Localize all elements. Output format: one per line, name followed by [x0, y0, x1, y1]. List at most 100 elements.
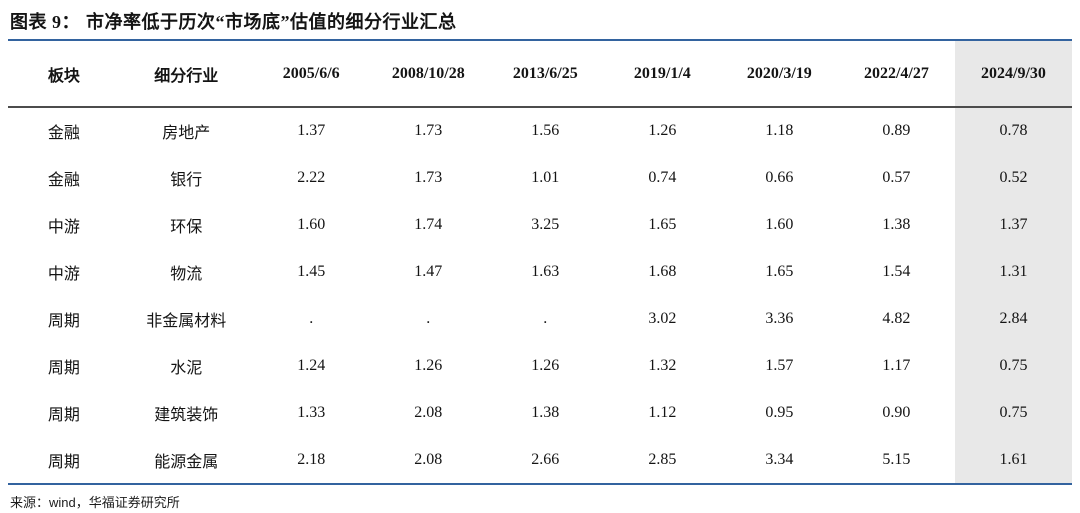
- figure-number-label: 图表 9：: [10, 12, 80, 32]
- pb-value-cell: .: [426, 309, 431, 327]
- pb-value-cell: 1.61: [954, 436, 1072, 483]
- table-header-row: 板块 细分行业 2005/6/6 2008/10/28 2013/6/25 2019/1/…: [8, 41, 1072, 108]
- column-header-2024-9-30: 2024/9/30: [954, 41, 1072, 108]
- pb-value-cell: 1.47: [414, 262, 443, 280]
- industry-cell: 非金属材料: [146, 312, 227, 330]
- pb-value-cell: 1.45: [297, 262, 326, 280]
- column-header-2020-3-19: 2020/3/19: [720, 41, 838, 108]
- pb-value-cell: 1.65: [765, 262, 794, 280]
- pb-value-cell: 1.60: [765, 215, 794, 233]
- industry-cell: 能源金属: [154, 453, 219, 471]
- pb-value-cell: 1.26: [648, 122, 677, 139]
- pb-value-cell: 2.84: [954, 295, 1072, 342]
- pb-value-cell: 0.90: [882, 403, 911, 421]
- source-note: 来源：wind，华福证券研究所: [10, 492, 1070, 511]
- pb-value-cell: 0.78: [954, 107, 1072, 154]
- pb-value-cell: 1.26: [531, 356, 560, 374]
- source-label: 来源：: [10, 495, 50, 510]
- sector-cell: 周期: [47, 312, 80, 330]
- sector-cell: 周期: [47, 453, 80, 471]
- pb-value-cell: 0.89: [882, 122, 911, 139]
- table-body: 金融 房地产 1.37 1.73 1.56 1.26 1.18 0.89 0.78 金融 银行 2.2…: [8, 107, 1072, 483]
- pb-value-cell: 2.85: [648, 450, 677, 468]
- pb-value-cell: 1.63: [531, 262, 560, 280]
- pb-value-cell: 1.37: [954, 201, 1072, 248]
- pb-value-cell: 1.32: [648, 356, 677, 374]
- pb-value-cell: 1.73: [414, 122, 443, 139]
- pb-value-cell: 0.52: [954, 154, 1072, 201]
- source-institute: ，华福证券研究所: [75, 495, 180, 510]
- pb-value-cell: 3.36: [765, 309, 794, 327]
- pb-value-cell: 2.08: [414, 450, 443, 468]
- table-row: 金融 房地产 1.37 1.73 1.56 1.26 1.18 0.89 0.78: [8, 107, 1072, 154]
- column-header-2019-1-4: 2019/1/4: [603, 41, 721, 108]
- table-row: 中游 环保 1.60 1.74 3.25 1.65 1.60 1.38 1.37: [8, 201, 1072, 248]
- table-row: 金融 银行 2.22 1.73 1.01 0.74 0.66 0.57 0.52: [8, 154, 1072, 201]
- pb-value-cell: 0.95: [765, 403, 794, 421]
- industry-cell: 银行: [170, 171, 203, 189]
- pb-ratio-table: 板块 细分行业 2005/6/6 2008/10/28 2013/6/25 2019/1/…: [8, 41, 1072, 483]
- sector-cell: 周期: [47, 359, 80, 377]
- industry-cell: 物流: [170, 265, 203, 283]
- column-header-sector: 板块: [8, 41, 120, 108]
- pb-value-cell: 1.57: [765, 356, 794, 374]
- column-header-2022-4-27: 2022/4/27: [837, 41, 955, 108]
- pb-value-cell: 4.82: [882, 309, 911, 327]
- pb-value-cell: 3.25: [531, 215, 560, 233]
- pb-ratio-table-wrap: 板块 细分行业 2005/6/6 2008/10/28 2013/6/25 2019/1/…: [8, 41, 1072, 485]
- pb-value-cell: 1.18: [765, 122, 794, 139]
- pb-value-cell: 1.54: [882, 262, 911, 280]
- pb-value-cell: 2.18: [297, 450, 326, 468]
- column-header-industry: 细分行业: [119, 41, 253, 108]
- figure-title-text: 市净率低于历次“市场底”估值的细分行业汇总: [86, 12, 457, 32]
- pb-value-cell: 2.66: [531, 450, 560, 468]
- industry-cell: 水泥: [170, 359, 203, 377]
- pb-value-cell: 0.74: [648, 168, 677, 186]
- pb-value-cell: 3.34: [765, 450, 794, 468]
- sector-cell: 金融: [47, 171, 80, 189]
- pb-value-cell: 1.17: [882, 356, 911, 374]
- pb-value-cell: 1.56: [531, 122, 560, 139]
- pb-value-cell: 1.37: [297, 122, 326, 139]
- sector-cell: 周期: [47, 406, 80, 424]
- pb-value-cell: 1.65: [648, 215, 677, 233]
- table-row: 周期 非金属材料... 3.02 3.36 4.82 2.84: [8, 295, 1072, 342]
- industry-cell: 环保: [170, 218, 203, 236]
- pb-value-cell: 1.74: [414, 215, 443, 233]
- pb-value-cell: 1.60: [297, 215, 326, 233]
- pb-value-cell: 0.75: [954, 342, 1072, 389]
- pb-value-cell: 2.22: [297, 168, 326, 186]
- pb-value-cell: 0.66: [765, 168, 794, 186]
- pb-value-cell: 1.38: [882, 215, 911, 233]
- pb-value-cell: 1.12: [648, 403, 677, 421]
- pb-value-cell: 2.08: [414, 403, 443, 421]
- pb-value-cell: 0.75: [954, 389, 1072, 436]
- pb-value-cell: .: [309, 309, 314, 327]
- table-row: 周期 能源金属 2.18 2.08 2.66 2.85 3.34 5.15 1.61: [8, 436, 1072, 483]
- pb-value-cell: 1.01: [531, 168, 560, 186]
- table-row: 中游 物流 1.45 1.47 1.63 1.68 1.65 1.54 1.31: [8, 248, 1072, 295]
- pb-value-cell: 1.31: [954, 248, 1072, 295]
- pb-value-cell: 5.15: [882, 450, 911, 468]
- sector-cell: 中游: [47, 265, 80, 283]
- table-row: 周期 水泥 1.24 1.26 1.26 1.32 1.57 1.17 0.75: [8, 342, 1072, 389]
- column-header-2008-10-28: 2008/10/28: [369, 41, 487, 108]
- pb-value-cell: 1.38: [531, 403, 560, 421]
- pb-value-cell: 1.24: [297, 356, 326, 374]
- column-header-2005-6-6: 2005/6/6: [252, 41, 370, 108]
- industry-cell: 房地产: [162, 125, 211, 142]
- column-header-2013-6-25: 2013/6/25: [486, 41, 604, 108]
- industry-cell: 建筑装饰: [154, 406, 219, 424]
- source-wind: wind: [49, 495, 76, 510]
- pb-value-cell: 1.73: [414, 168, 443, 186]
- pb-value-cell: .: [543, 309, 548, 327]
- pb-value-cell: 1.68: [648, 262, 677, 280]
- sector-cell: 金融: [47, 125, 80, 142]
- pb-value-cell: 0.57: [882, 168, 911, 186]
- sector-cell: 中游: [47, 218, 80, 236]
- table-header: 板块 细分行业 2005/6/6 2008/10/28 2013/6/25 2019/1/…: [8, 41, 1072, 108]
- figure-title: 图表 9： 市净率低于历次“市场底”估值的细分行业汇总: [8, 0, 1072, 41]
- pb-value-cell: 1.33: [297, 403, 326, 421]
- table-row: 周期 建筑装饰 1.33 2.08 1.38 1.12 0.95 0.90 0.75: [8, 389, 1072, 436]
